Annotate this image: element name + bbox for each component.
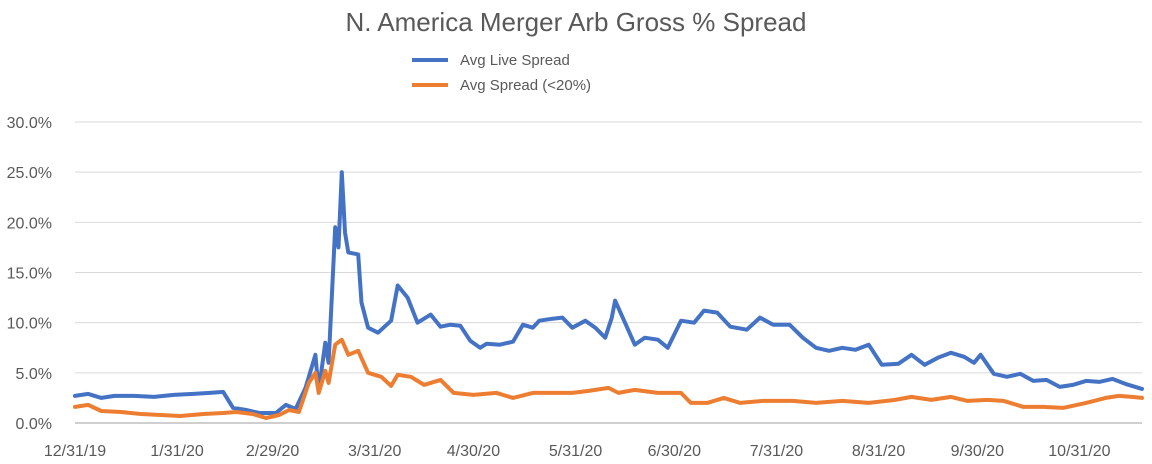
series-layer [73,170,1144,420]
x-tick-label: 9/30/20 [951,443,1004,460]
gridlines [75,121,1142,424]
legend-item-capped: Avg Spread (<20%) [412,77,591,94]
y-tick-label: 20.0% [7,215,52,232]
legend-label-capped: Avg Spread (<20%) [460,77,591,94]
x-tick-label: 2/29/20 [246,443,299,460]
chart-title: N. America Merger Arb Gross % Spread [346,7,807,37]
x-tick-label: 4/30/20 [447,443,500,460]
y-tick-label: 0.0% [16,416,52,433]
legend-label-live: Avg Live Spread [460,52,570,69]
x-tick-label: 12/31/19 [44,443,106,460]
series-line-capped [73,337,1144,420]
x-tick-label: 5/31/20 [549,443,602,460]
legend: Avg Live Spread Avg Spread (<20%) [412,52,591,94]
x-tick-label: 8/31/20 [852,443,905,460]
x-tick-label: 1/31/20 [150,443,203,460]
y-tick-label: 5.0% [16,366,52,383]
x-tick-label: 6/30/20 [648,443,701,460]
y-tick-label: 10.0% [7,316,52,333]
x-tick-label: 3/31/20 [348,443,401,460]
series-line-live [73,170,1144,415]
y-axis-ticks: 0.0% 5.0% 10.0% 15.0% 20.0% 25.0% 30.0% [7,115,52,433]
y-tick-label: 30.0% [7,115,52,132]
x-tick-label: 10/31/20 [1048,443,1110,460]
x-axis-ticks: 12/31/19 1/31/20 2/29/20 3/31/20 4/30/20 5/31… [44,443,1111,460]
y-tick-label: 25.0% [7,165,52,182]
x-tick-label: 7/31/20 [750,443,803,460]
legend-item-live: Avg Live Spread [412,52,570,69]
y-tick-label: 15.0% [7,266,52,283]
